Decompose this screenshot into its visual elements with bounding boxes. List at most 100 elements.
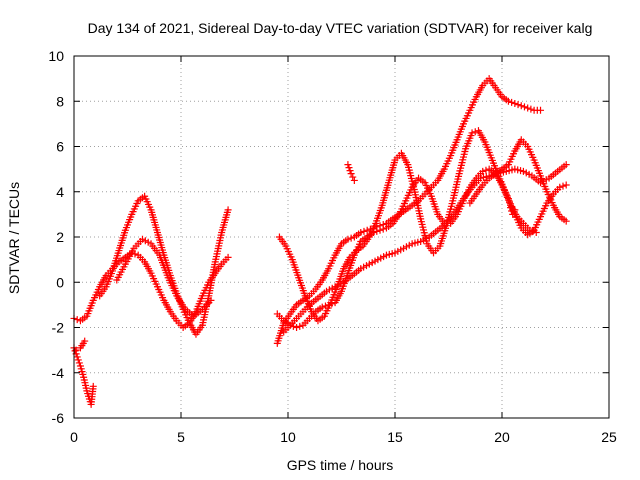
- interp-mark: [88, 299, 96, 307]
- interp-mark: [542, 185, 550, 193]
- interp-mark: [310, 287, 318, 295]
- y-axis-label: SDTVAR / TECUs: [6, 182, 22, 294]
- interp-mark: [510, 150, 518, 158]
- interp-mark: [107, 270, 115, 278]
- x-tick-label: 10: [280, 429, 296, 445]
- data-point: [511, 206, 519, 214]
- interp-mark: [133, 200, 141, 208]
- x-tick-label: 15: [387, 429, 403, 445]
- interp-mark: [127, 213, 135, 221]
- interp-mark: [477, 84, 485, 92]
- data-point: [511, 100, 519, 108]
- interp-mark: [520, 103, 528, 111]
- interp-mark: [197, 294, 205, 302]
- interp-mark: [336, 242, 344, 250]
- interp-mark: [146, 203, 154, 211]
- data-point: [517, 102, 525, 110]
- interp-mark: [138, 256, 146, 264]
- interp-mark: [403, 158, 411, 166]
- interp-mark: [360, 227, 368, 235]
- interp-mark: [419, 192, 427, 200]
- series-arc-8: [273, 165, 570, 331]
- series-arc-11: [344, 161, 358, 184]
- interp-mark: [171, 289, 179, 297]
- interp-mark: [345, 164, 353, 172]
- data-point: [325, 301, 333, 309]
- x-tick-label: 5: [177, 429, 185, 445]
- interp-mark: [502, 96, 510, 104]
- interp-mark: [516, 221, 524, 229]
- interp-mark: [465, 109, 473, 117]
- y-tick-label: -2: [52, 320, 65, 336]
- interp-mark: [300, 289, 308, 297]
- interp-mark: [121, 229, 129, 237]
- interp-mark: [535, 169, 543, 177]
- interp-mark: [171, 314, 179, 322]
- interp-mark: [101, 274, 109, 282]
- interp-mark: [426, 190, 434, 198]
- interp-mark: [508, 207, 516, 215]
- interp-mark: [490, 81, 498, 89]
- interp-mark: [89, 385, 97, 393]
- series-arc-6: [273, 75, 545, 347]
- y-tick-label: 0: [56, 274, 64, 290]
- interp-mark: [318, 314, 326, 322]
- interp-mark: [197, 324, 205, 331]
- y-tick-label: 10: [48, 48, 64, 64]
- interp-mark: [497, 179, 505, 187]
- chart-title: Day 134 of 2021, Sidereal Day-to-day VTE…: [88, 20, 593, 36]
- data-point: [509, 210, 517, 218]
- interp-mark: [223, 208, 231, 216]
- interp-mark: [471, 95, 479, 103]
- interp-mark: [486, 151, 494, 159]
- data-point: [347, 170, 355, 178]
- interp-mark: [321, 302, 329, 310]
- interp-mark: [342, 237, 350, 245]
- interp-mark: [278, 314, 286, 322]
- data-point: [376, 226, 384, 234]
- interp-mark: [144, 238, 152, 246]
- interp-mark: [337, 280, 345, 288]
- interp-mark: [542, 176, 550, 184]
- interp-mark: [496, 167, 504, 175]
- interp-mark: [542, 202, 550, 210]
- interp-mark: [387, 221, 395, 229]
- interp-mark: [328, 300, 336, 308]
- interp-mark: [217, 231, 225, 239]
- interp-mark: [312, 314, 320, 322]
- interp-mark: [114, 249, 122, 257]
- interp-mark: [163, 271, 171, 279]
- interp-mark: [323, 267, 331, 275]
- data-point: [507, 204, 515, 212]
- interp-mark: [303, 303, 311, 311]
- interp-mark: [159, 294, 167, 302]
- interp-mark: [355, 266, 363, 274]
- interp-mark: [529, 153, 537, 161]
- interp-mark: [81, 314, 89, 322]
- interp-mark: [527, 105, 535, 113]
- interp-mark: [211, 260, 219, 268]
- y-tick-label: 6: [56, 139, 64, 155]
- interp-mark: [347, 234, 355, 242]
- interp-mark: [552, 169, 559, 177]
- interp-mark: [328, 284, 336, 292]
- interp-mark: [522, 228, 530, 236]
- interp-mark: [525, 170, 533, 178]
- interp-mark: [349, 173, 357, 181]
- interp-mark: [152, 280, 160, 288]
- interp-mark: [477, 183, 485, 191]
- y-tick-label: 8: [56, 93, 64, 109]
- interp-mark: [75, 359, 83, 367]
- interp-mark: [414, 238, 422, 246]
- interp-mark: [312, 296, 320, 304]
- series-arc-3: [113, 235, 215, 320]
- interp-mark: [522, 140, 530, 148]
- interp-mark: [535, 215, 543, 223]
- interp-mark: [296, 322, 304, 330]
- interp-mark: [310, 310, 318, 318]
- x-tick-label: 25: [601, 429, 617, 445]
- interp-mark: [303, 317, 311, 325]
- interp-mark: [560, 162, 568, 170]
- interp-mark: [439, 167, 447, 175]
